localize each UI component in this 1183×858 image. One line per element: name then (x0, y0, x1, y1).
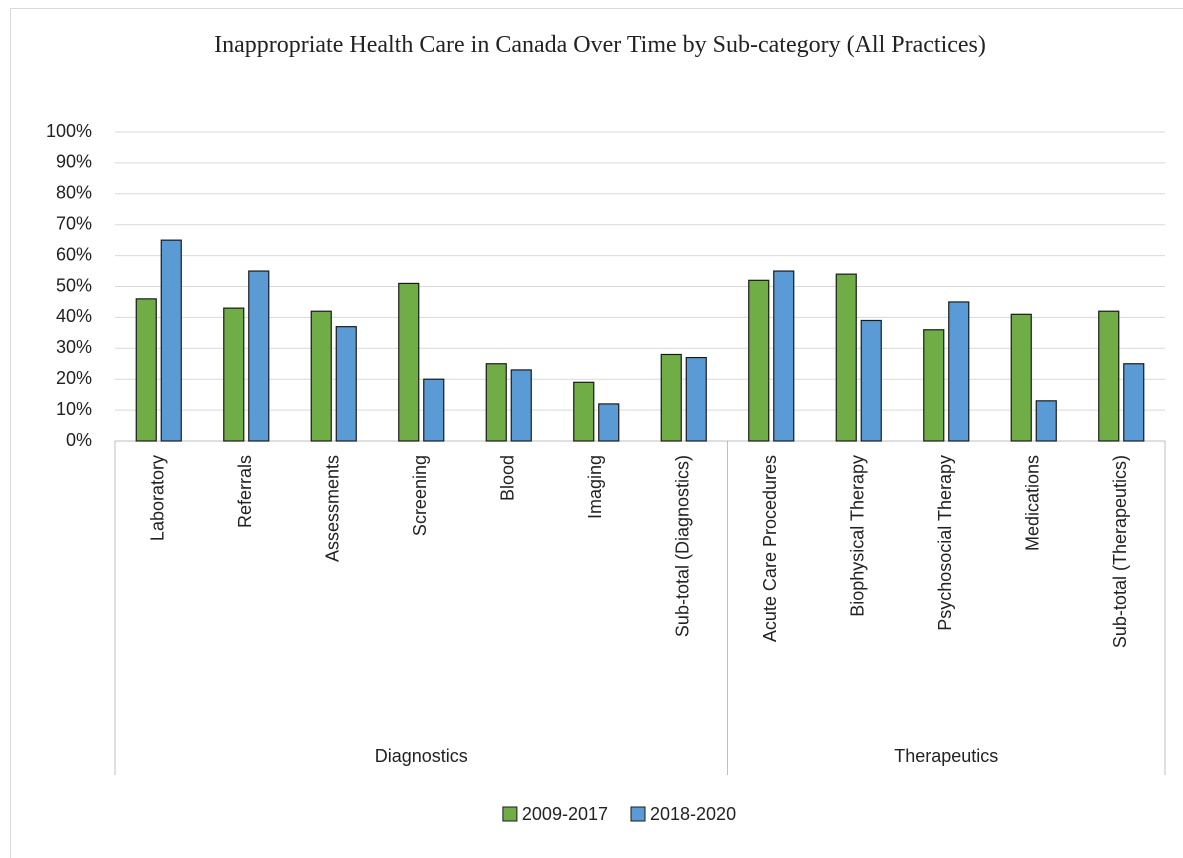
y-tick-label: 80% (56, 183, 92, 203)
y-tick-label: 90% (56, 152, 92, 172)
bar (948, 301, 970, 442)
legend-swatch (630, 806, 646, 822)
x-tick-label: Imaging (585, 455, 605, 519)
bar (135, 298, 157, 442)
y-tick-label: 20% (56, 368, 92, 388)
bar (748, 279, 770, 442)
legend-swatch (502, 806, 518, 822)
y-tick-label: 60% (56, 244, 92, 264)
group-label: Diagnostics (375, 746, 468, 766)
x-tick-label: Screening (410, 455, 430, 536)
x-tick-label: Psychosocial Therapy (935, 455, 955, 631)
x-tick-label: Assessments (323, 455, 343, 562)
y-tick-label: 40% (56, 306, 92, 326)
legend-label: 2018-2020 (650, 804, 736, 824)
bar (160, 239, 182, 442)
x-tick-label: Sub-total (Diagnostics) (673, 455, 693, 637)
bar (773, 270, 795, 442)
y-tick-label: 30% (56, 337, 92, 357)
bar (485, 363, 507, 442)
x-tick-label: Acute Care Procedures (760, 455, 780, 642)
x-tick-label: Laboratory (148, 455, 168, 541)
chart-border (10, 8, 1183, 858)
x-tick-label: Referrals (235, 455, 255, 528)
y-tick-label: 100% (46, 121, 92, 141)
bar (660, 353, 682, 442)
bar (398, 282, 420, 442)
bar (860, 319, 882, 442)
bar (1123, 363, 1145, 442)
bar (335, 326, 357, 442)
x-tick-label: Blood (498, 455, 518, 501)
chart-title: Inappropriate Health Care in Canada Over… (214, 32, 986, 58)
bar (510, 369, 532, 442)
legend-label: 2009-2017 (522, 804, 608, 824)
y-tick-label: 70% (56, 213, 92, 233)
bar (923, 329, 945, 442)
y-tick-label: 10% (56, 399, 92, 419)
x-tick-label: Biophysical Therapy (848, 455, 868, 617)
bar (248, 270, 270, 442)
bar (423, 378, 445, 442)
x-tick-label: Medications (1023, 455, 1043, 551)
y-tick-label: 0% (66, 430, 92, 450)
bar (1010, 313, 1032, 442)
bar (835, 273, 857, 442)
bar (223, 307, 245, 442)
bar (1035, 400, 1057, 442)
x-tick-label: Sub-total (Therapeutics) (1110, 455, 1130, 648)
group-label: Therapeutics (894, 746, 998, 766)
bar (598, 403, 620, 442)
y-tick-label: 50% (56, 275, 92, 295)
bar (1098, 310, 1120, 442)
bar (310, 310, 332, 442)
bar (685, 356, 707, 442)
bar (573, 381, 595, 442)
